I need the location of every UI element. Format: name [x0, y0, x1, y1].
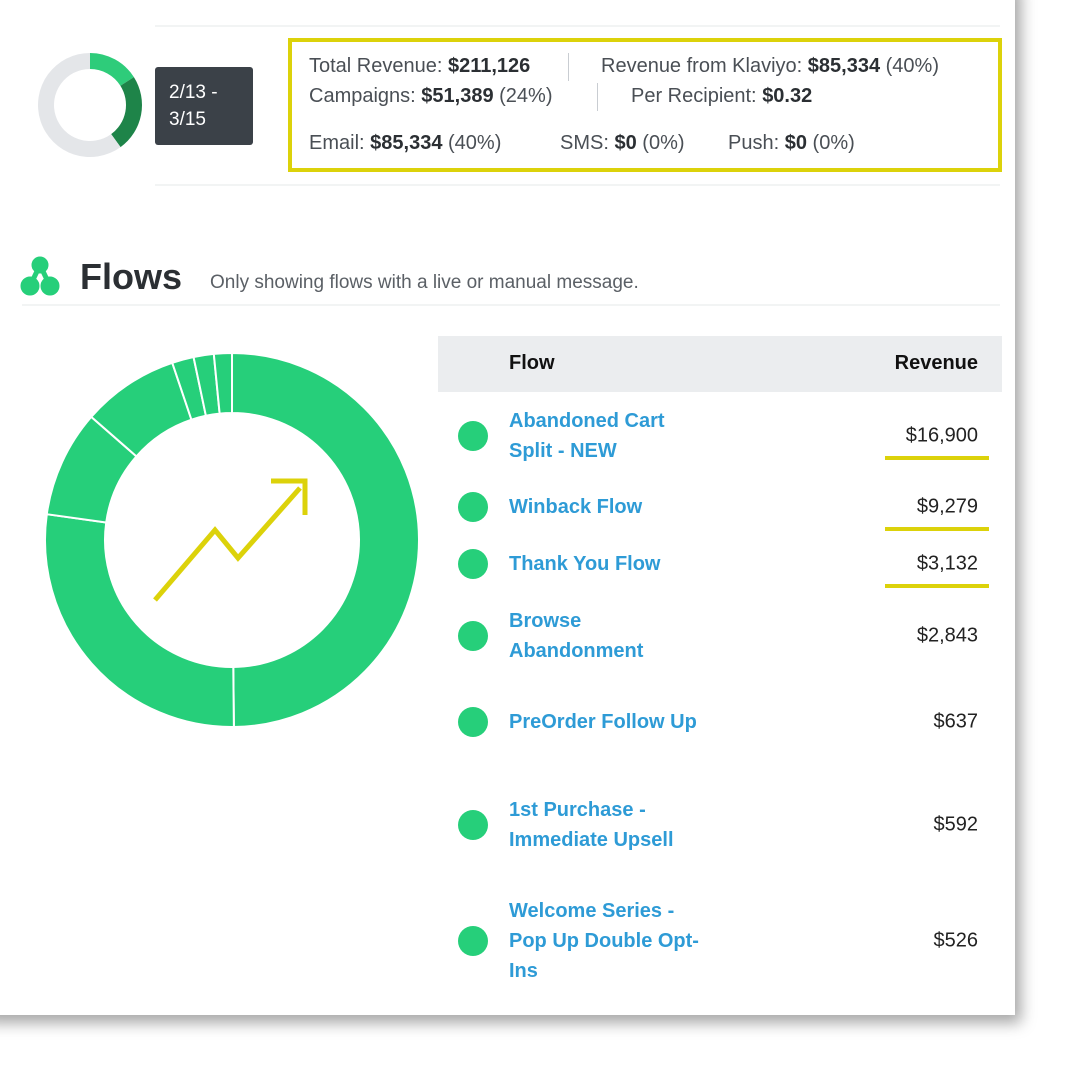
- stat: Revenue from Klaviyo: $85,334 (40%): [601, 55, 939, 78]
- legend-dot: [458, 707, 488, 737]
- stat-value: $0.32: [762, 85, 813, 107]
- stat-label: Total Revenue:: [309, 55, 443, 77]
- flow-revenue: $637: [933, 710, 979, 733]
- stat-percent: (40%): [448, 132, 502, 154]
- stat-value: $0: [614, 132, 637, 154]
- flow-name[interactable]: Winback Flow: [509, 496, 643, 518]
- stat-percent: (0%): [642, 132, 685, 154]
- legend-dot: [458, 492, 488, 522]
- stat-percent: (40%): [885, 55, 939, 77]
- donut-segment: [111, 77, 142, 148]
- highlight-underline: [885, 456, 989, 460]
- stat-value: $51,389: [421, 85, 494, 107]
- stat-label: Revenue from Klaviyo:: [601, 55, 803, 77]
- legend-dot: [458, 621, 488, 651]
- flow-revenue: $592: [933, 813, 979, 836]
- stat-label: Push:: [728, 132, 780, 154]
- date-box: 2/13 - 3/15: [155, 67, 253, 145]
- highlight-underline: [885, 527, 989, 531]
- flow-name[interactable]: Thank You Flow: [509, 553, 661, 575]
- donut-segment: [90, 53, 134, 86]
- legend-dot: [458, 549, 488, 579]
- trend-arrow-head: [271, 478, 308, 515]
- stat: Campaigns: $51,389 (24%): [309, 85, 553, 108]
- donut-segment: [44, 513, 235, 728]
- stat: Total Revenue: $211,126: [309, 55, 530, 78]
- flow-revenue: $3,132: [916, 552, 978, 575]
- column-header: Flow: [509, 352, 555, 374]
- highlight-box: [288, 38, 1002, 172]
- stat-label: Email:: [309, 132, 365, 154]
- highlight-underline: [885, 584, 989, 588]
- stat: Per Recipient: $0.32: [631, 85, 812, 108]
- table-header: [438, 336, 1002, 392]
- flow-name[interactable]: PreOrder Follow Up: [509, 711, 697, 733]
- legend-dot: [458, 926, 488, 956]
- stat: SMS: $0 (0%): [560, 132, 685, 155]
- stat-value: $211,126: [447, 55, 531, 77]
- stat: Email: $85,334 (40%): [309, 132, 501, 155]
- flow-name[interactable]: Welcome Series - Pop Up Double Opt-Ins: [509, 900, 699, 982]
- section-subtitle: Only showing flows with a live or manual…: [210, 272, 639, 293]
- flow-revenue: $9,279: [916, 495, 978, 518]
- donut-segment: [231, 351, 420, 729]
- stat-value: $85,334: [370, 132, 443, 154]
- stat-percent: (24%): [499, 85, 553, 107]
- stat-label: SMS:: [560, 132, 609, 154]
- stat-value: $85,334: [807, 55, 881, 77]
- donut-segment: [38, 53, 121, 157]
- legend-dot: [458, 421, 488, 451]
- flow-name[interactable]: Browse Abandonment: [509, 610, 644, 662]
- flow-revenue: $2,843: [916, 624, 978, 647]
- trend-arrow: [153, 486, 302, 602]
- flow-revenue: $16,900: [905, 424, 978, 447]
- column-header: Revenue: [894, 352, 978, 374]
- stat-label: Campaigns:: [309, 85, 416, 107]
- date-range: 2/13 - 3/15: [169, 82, 218, 130]
- stat: Push: $0 (0%): [728, 132, 855, 155]
- stat-percent: (0%): [812, 132, 855, 154]
- stat-label: Per Recipient:: [631, 85, 757, 107]
- section-title: Flows: [80, 256, 183, 297]
- stat-value: $0: [784, 132, 807, 154]
- flow-revenue: $526: [933, 929, 979, 952]
- flow-name[interactable]: 1st Purchase - Immediate Upsell: [509, 799, 674, 851]
- donut-segment: [212, 351, 233, 415]
- legend-dot: [458, 810, 488, 840]
- flows-icon: [20, 256, 60, 296]
- flow-name[interactable]: Abandoned Cart Split - NEW: [509, 410, 665, 462]
